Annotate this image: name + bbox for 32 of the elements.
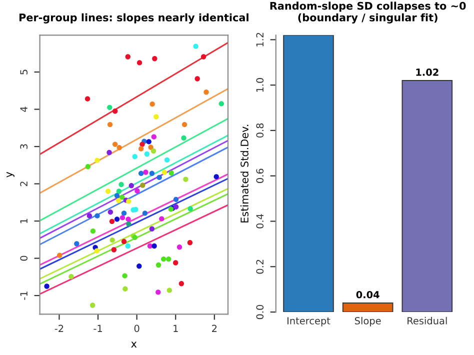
- y-tick-label: 0.8: [256, 123, 264, 138]
- y-tick-label: 0.0: [256, 304, 264, 320]
- y-tick-label: 0.6: [256, 168, 264, 183]
- bar: [402, 80, 453, 312]
- y-tick-label: 1: [20, 218, 28, 224]
- x-tick-label: -2: [54, 324, 64, 332]
- y-tick-label: 2: [20, 182, 28, 186]
- y-tick-label: -1: [20, 292, 28, 300]
- chart-title: Random-slope SD collapses to ~0 (boundary / singular fit): [270, 2, 466, 24]
- x-axis-title: x: [131, 342, 137, 348]
- y-axis-title: y: [6, 172, 14, 178]
- y-axis-title: Estimated Std.Dev.: [240, 124, 248, 222]
- x-tick-label: 1: [174, 324, 178, 332]
- y-tick-label: 3: [20, 144, 28, 149]
- x-tick-label: -1: [94, 324, 102, 332]
- bar: [283, 35, 334, 312]
- y-tick-label: 4: [20, 106, 28, 112]
- x-tick-label: Intercept: [287, 317, 330, 326]
- chart-title: Per-group lines: slopes nearly identical: [19, 13, 248, 24]
- x-tick-label: 2: [212, 324, 217, 332]
- data-label: 0.04: [356, 290, 380, 298]
- y-tick-label: 1.0: [256, 78, 264, 92]
- x-tick-label: Slope: [354, 316, 381, 326]
- y-tick-label: 0: [20, 256, 28, 261]
- bar: [342, 302, 394, 312]
- y-tick-label: 0.2: [256, 260, 264, 274]
- x-tick-label: Residual: [408, 316, 447, 324]
- data-label: 1.02: [416, 68, 438, 76]
- x-tick-label: 0: [134, 324, 140, 332]
- y-tick-label: 1.2: [256, 32, 264, 46]
- y-tick-label: 5: [20, 70, 28, 74]
- y-tick-label: 0.4: [256, 214, 264, 228]
